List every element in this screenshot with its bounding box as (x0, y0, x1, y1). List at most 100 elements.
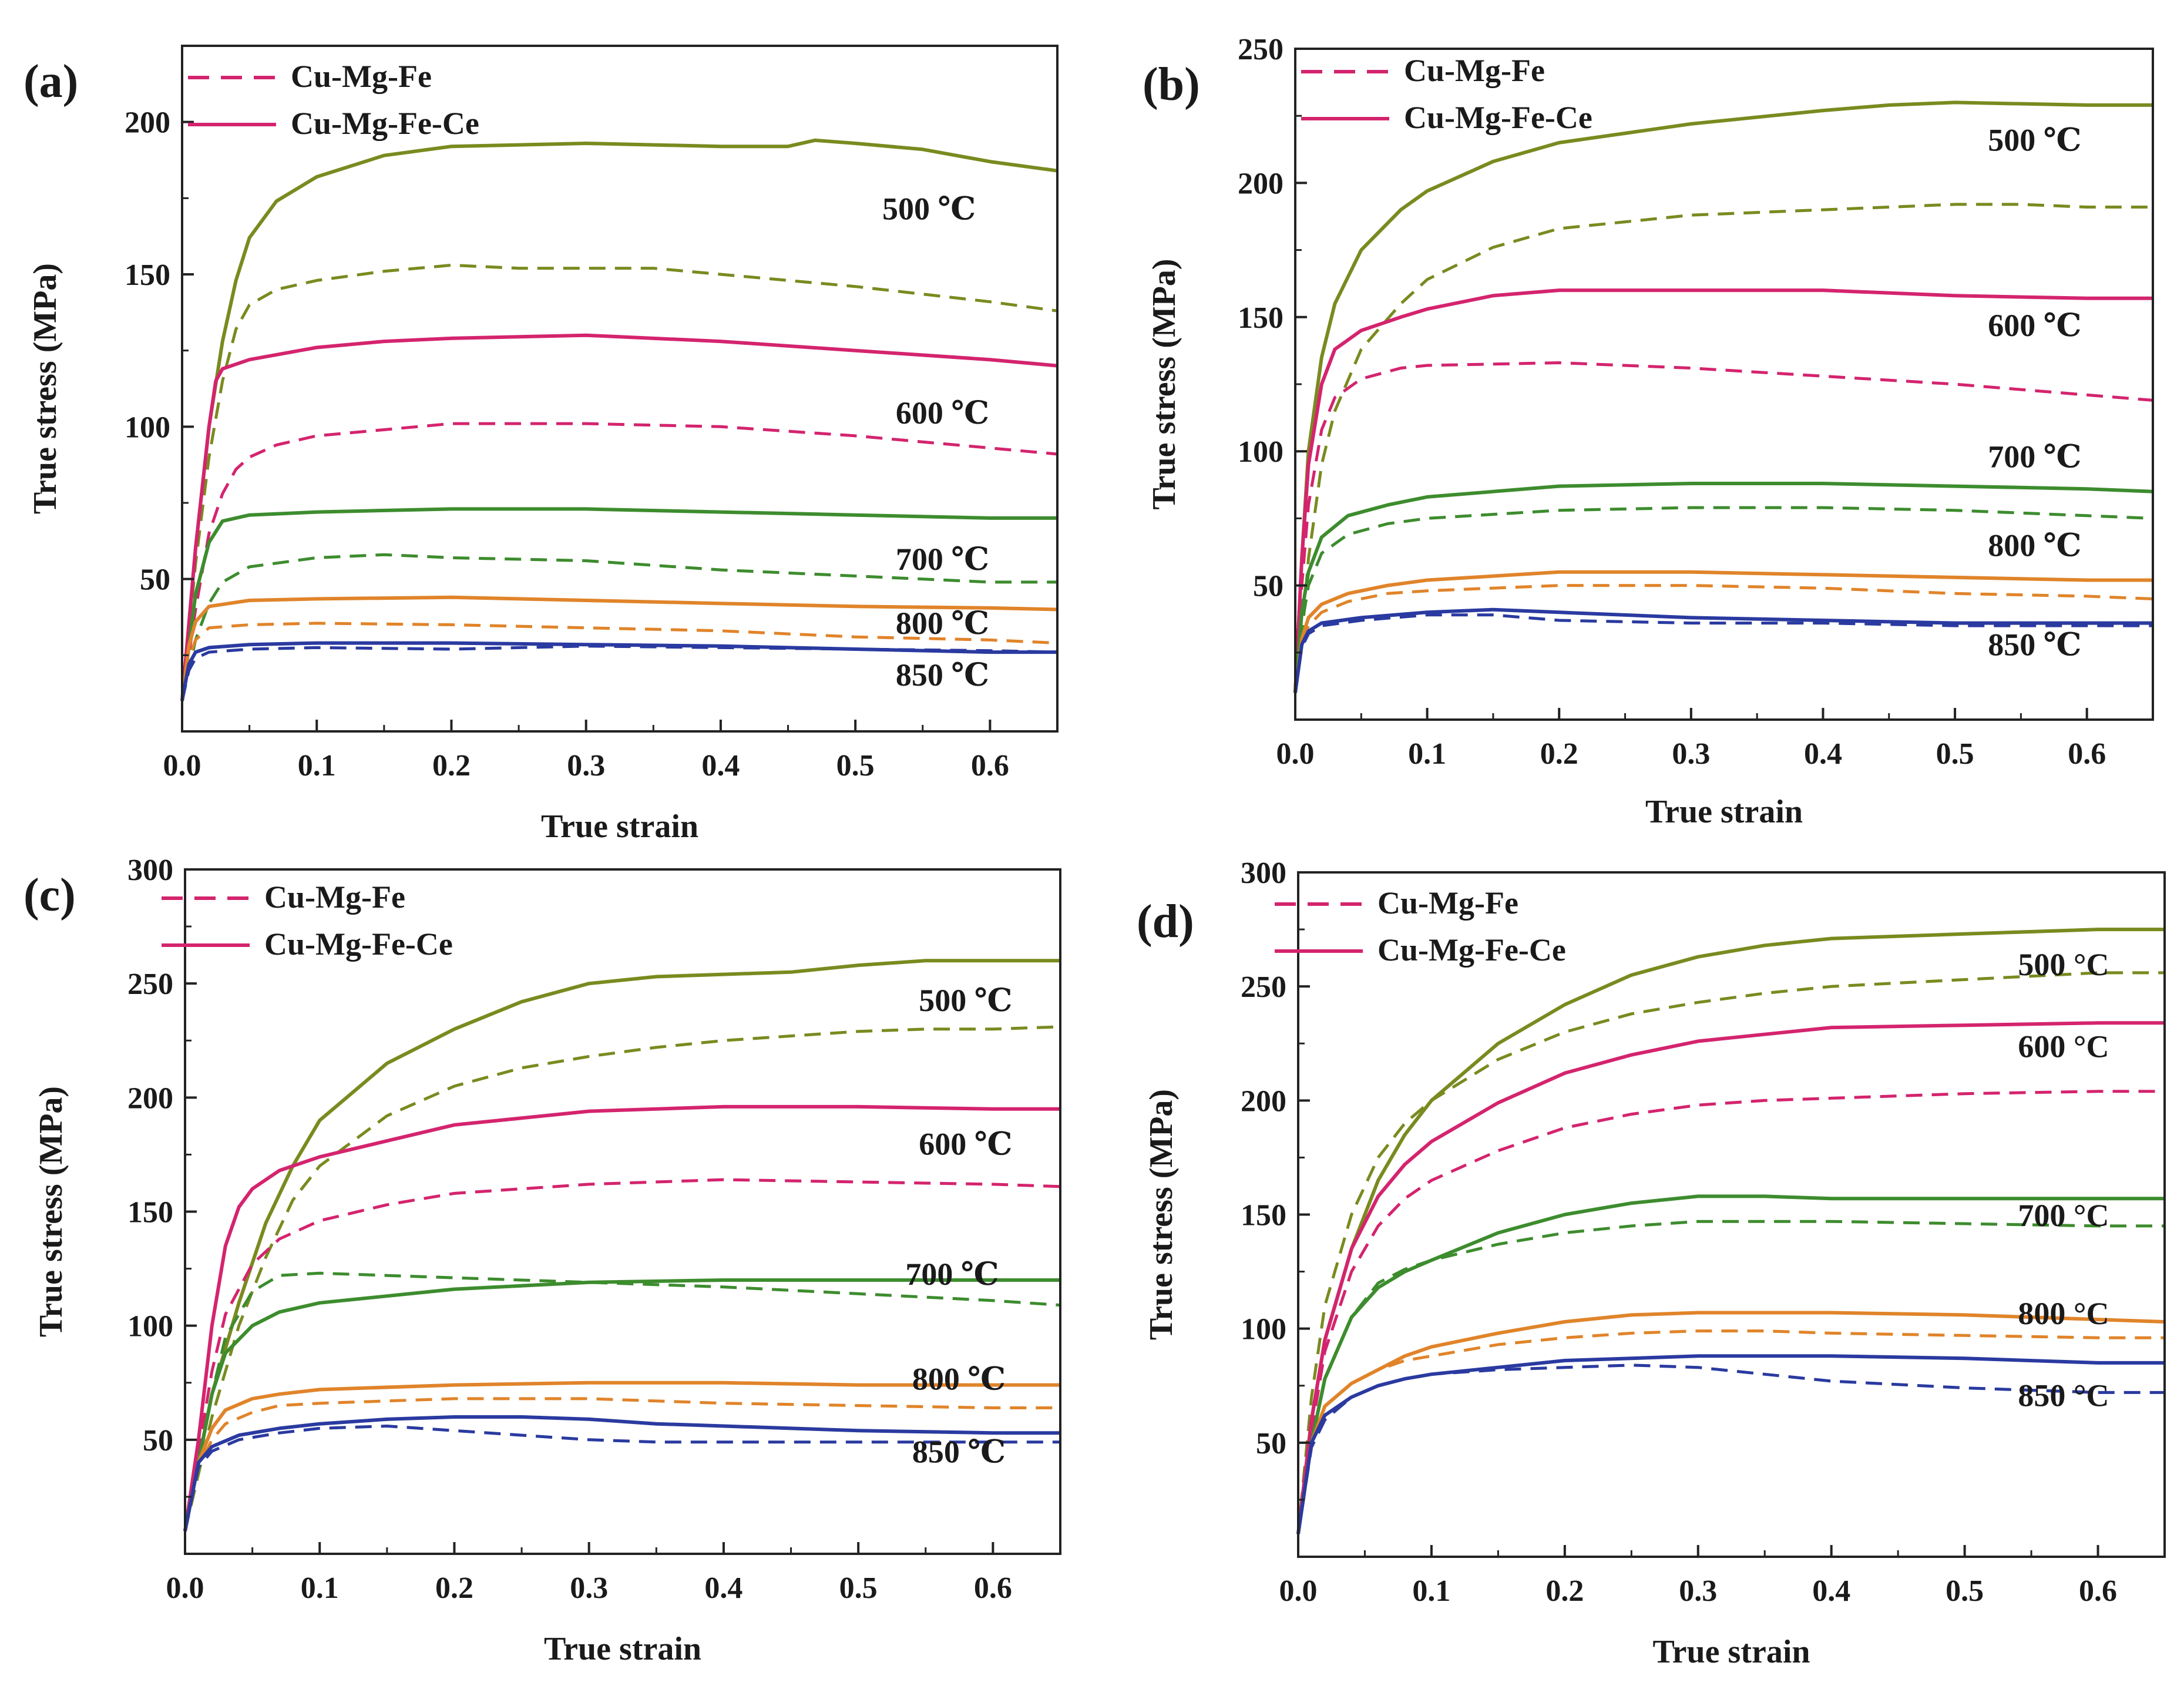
series-line-0 (180, 138, 1058, 701)
x-tick-label: 0.2 (432, 749, 471, 782)
x-tick-label: 0.2 (1540, 737, 1578, 771)
x-tick-label: 0.2 (1545, 1574, 1584, 1608)
y-tick-label: 100 (1238, 435, 1283, 469)
x-axis-label: True strain (544, 1631, 701, 1667)
series-line-5 (183, 1271, 1061, 1531)
legend-label-0: Cu-Mg-Fe (264, 879, 405, 915)
x-axis-label: True strain (1645, 794, 1803, 830)
series-line-3 (180, 422, 1058, 701)
series-line-1 (183, 1025, 1061, 1531)
series-line-1 (1293, 203, 2153, 693)
y-tick-label: 100 (127, 1310, 173, 1344)
x-tick-label: 0.4 (701, 749, 740, 782)
x-tick-label: 0.1 (301, 1571, 339, 1605)
x-tick-label: 0.4 (1812, 1574, 1850, 1608)
series-line-3 (183, 1178, 1061, 1531)
series-line-5 (180, 553, 1057, 701)
y-tick-label: 150 (127, 1196, 173, 1230)
series-line-6 (183, 1381, 1060, 1531)
legend-label-1: Cu-Mg-Fe-Ce (291, 106, 479, 141)
x-axis-label: True strain (1652, 1634, 1810, 1670)
x-tick-label: 0.1 (1412, 1574, 1450, 1608)
y-tick-label: 50 (143, 1424, 173, 1457)
annotation-4: 850 ℃ (912, 1435, 1006, 1470)
legend-label-1: Cu-Mg-Fe-Ce (1377, 932, 1566, 968)
x-tick-label: 0.5 (836, 749, 875, 782)
y-tick-label: 250 (1238, 33, 1283, 66)
annotation-2: 700 ℃ (1988, 439, 2081, 475)
y-tick-label: 50 (140, 563, 170, 597)
x-tick-label: 0.0 (1279, 1574, 1318, 1608)
x-tick-label: 0.0 (1276, 737, 1315, 771)
x-tick-label: 0.1 (1408, 737, 1446, 771)
panel-label: (b) (1143, 59, 1200, 110)
series-line-9 (180, 644, 1058, 701)
y-tick-label: 200 (127, 1082, 173, 1115)
series-line-0 (183, 959, 1060, 1531)
legend-label-0: Cu-Mg-Fe (1404, 53, 1545, 88)
panel-d: (d) 0.0 0.1 0.2 0.3 0.4 0.5 0.6 50 100 150 200 250 30… (1137, 857, 2166, 1670)
y-tick-label: 250 (127, 968, 173, 1001)
y-tick-label: 50 (1253, 570, 1283, 603)
y-tick-label: 200 (1241, 1084, 1286, 1118)
y-tick-label: 100 (125, 411, 170, 444)
annotation-2: 700 ℃ (896, 542, 989, 577)
series-line-9 (1293, 613, 2153, 693)
y-tick-label: 250 (1241, 970, 1286, 1004)
annotation-3: 800 °C (2018, 1296, 2109, 1331)
legend-label-1: Cu-Mg-Fe-Ce (1404, 100, 1592, 135)
annotation-1: 600 ℃ (919, 1126, 1012, 1161)
series-line-7 (183, 1397, 1060, 1531)
series-line-4 (183, 1278, 1060, 1531)
y-tick-label: 150 (125, 258, 170, 292)
series-line-2 (180, 333, 1058, 701)
series-line-2 (183, 1104, 1060, 1531)
x-tick-label: 0.6 (974, 1571, 1012, 1605)
panel-b: (b) 0.0 0.1 0.2 0.3 0.4 0.5 0.6 50 100 150 200 250 Tr… (1143, 33, 2154, 830)
x-tick-label: 0.0 (166, 1571, 204, 1605)
series-line-7 (1293, 584, 2153, 693)
annotation-4: 850 °C (2018, 1378, 2109, 1413)
series-line-6 (180, 595, 1058, 701)
series-line-1 (180, 263, 1058, 701)
annotation-1: 600 °C (2018, 1029, 2109, 1064)
annotation-2: 700 ℃ (905, 1257, 999, 1292)
y-tick-label: 300 (1241, 857, 1286, 890)
annotation-0: 500 ℃ (1988, 123, 2081, 158)
x-tick-label: 0.3 (567, 749, 605, 782)
annotation-0: 500 °C (2018, 947, 2109, 982)
x-tick-label: 0.5 (1936, 737, 1974, 771)
series-line-7 (180, 622, 1058, 701)
series-line-3 (1296, 1090, 2165, 1534)
series-line-5 (1293, 506, 2153, 693)
x-tick-label: 0.4 (704, 1571, 742, 1605)
series-line-9 (1296, 1363, 2165, 1534)
annotation-2: 700 °C (2018, 1198, 2109, 1233)
series-line-8 (183, 1415, 1060, 1531)
annotation-0: 500 ℃ (882, 192, 976, 227)
panel-c: (c) 0.0 0.1 0.2 0.3 0.4 0.5 0.6 50 100 150 200 250 30… (23, 854, 1061, 1667)
y-axis-label: True stress (MPa) (27, 263, 63, 514)
series-line-5 (1296, 1220, 2165, 1534)
series-line-6 (1293, 570, 2153, 693)
y-axis-label: True stress (MPa) (1143, 1089, 1180, 1340)
plot-frame (181, 45, 1059, 733)
annotation-3: 800 ℃ (912, 1361, 1006, 1396)
x-tick-label: 0.6 (2079, 1574, 2117, 1608)
y-axis-label: True stress (MPa) (33, 1086, 69, 1337)
legend-label-0: Cu-Mg-Fe (1377, 885, 1518, 921)
y-axis-label: True stress (MPa) (1146, 258, 1182, 509)
y-tick-label: 50 (1256, 1427, 1286, 1460)
annotation-3: 800 ℃ (1988, 528, 2081, 563)
y-tick-label: 150 (1241, 1199, 1286, 1232)
y-tick-label: 200 (125, 106, 170, 140)
x-tick-label: 0.0 (163, 749, 201, 782)
x-axis-label: True strain (541, 808, 698, 845)
series-line-0 (1293, 100, 2153, 693)
annotation-0: 500 ℃ (919, 983, 1012, 1018)
annotation-4: 850 ℃ (896, 657, 989, 693)
x-tick-label: 0.6 (971, 749, 1009, 782)
y-tick-label: 100 (1241, 1313, 1286, 1346)
series-line-2 (1293, 288, 2153, 693)
